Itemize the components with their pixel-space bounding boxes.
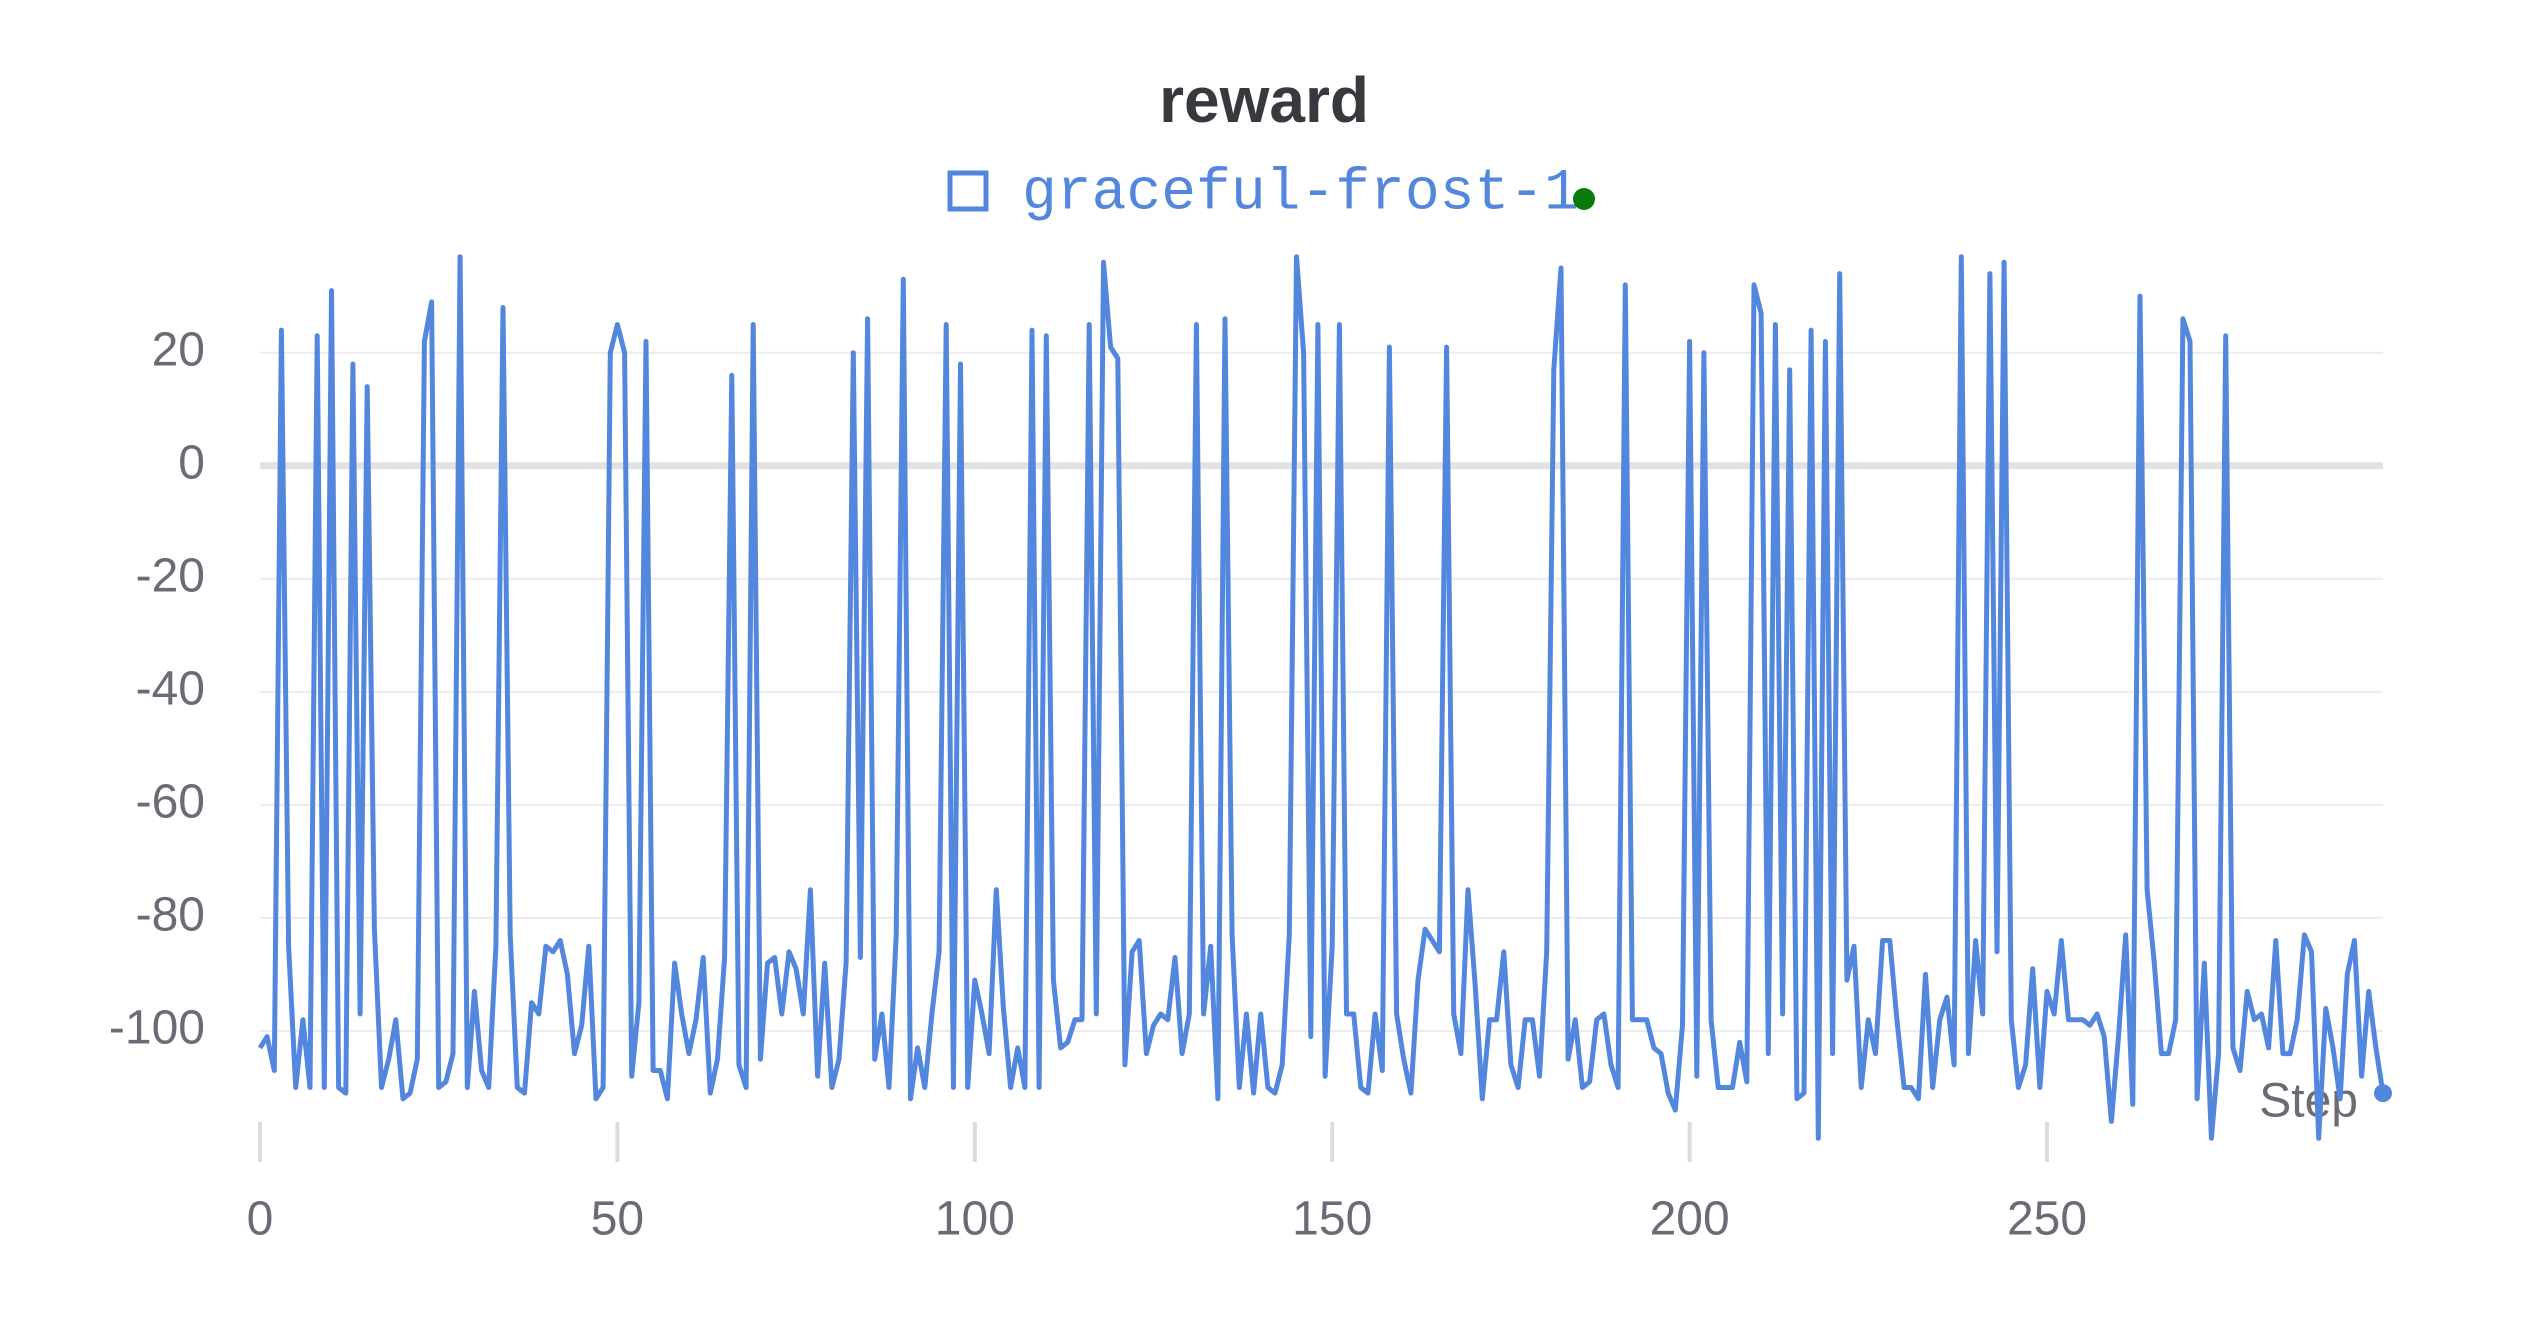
y-tick-label: 0 bbox=[178, 436, 205, 489]
y-tick-label: -100 bbox=[109, 1002, 205, 1055]
last-point bbox=[2374, 1084, 2392, 1103]
run-status-dot bbox=[1573, 188, 1595, 210]
chart-title: reward bbox=[1159, 64, 1369, 136]
y-tick-label: -60 bbox=[136, 776, 205, 829]
x-tick-label: 100 bbox=[935, 1193, 1015, 1246]
legend-label[interactable]: graceful-frost-1 bbox=[1022, 161, 1579, 226]
y-tick-label: -40 bbox=[136, 663, 205, 716]
x-tick-label: 250 bbox=[2007, 1193, 2087, 1246]
x-tick-label: 50 bbox=[591, 1193, 644, 1246]
y-tick-label: -80 bbox=[136, 889, 205, 942]
y-tick-label: -20 bbox=[136, 549, 205, 602]
x-tick-label: 200 bbox=[1650, 1193, 1730, 1246]
x-tick-label: 0 bbox=[247, 1193, 274, 1246]
x-tick-label: 150 bbox=[1292, 1193, 1372, 1246]
legend-swatch bbox=[947, 170, 989, 212]
y-tick-label: 20 bbox=[152, 323, 205, 376]
series-line bbox=[257, 254, 2386, 1141]
